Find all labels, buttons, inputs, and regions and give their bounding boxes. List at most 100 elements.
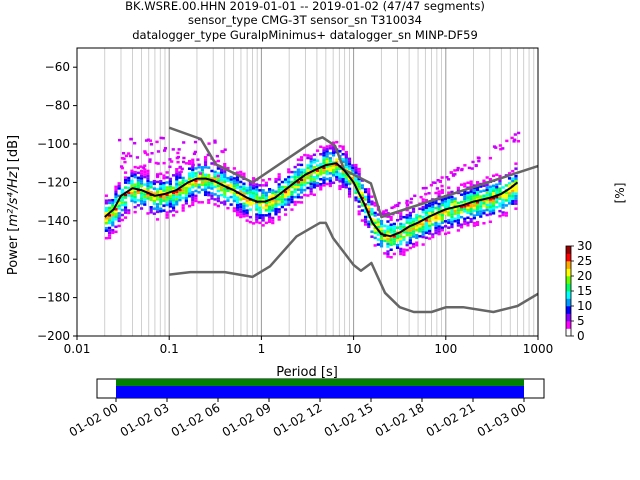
- psd-cell: [280, 193, 284, 196]
- colorbar-tick-label: 5: [577, 314, 585, 328]
- psd-cell: [296, 185, 300, 189]
- psd-cell: [203, 186, 208, 189]
- psd-cell: [427, 219, 432, 223]
- psd-cell: [450, 200, 454, 204]
- psd-cell: [255, 190, 259, 194]
- psd-cell: [293, 200, 297, 204]
- psd-cell: [504, 211, 508, 215]
- psd-cell: [162, 199, 166, 202]
- psd-cell: [488, 200, 492, 204]
- psd-cell: [200, 173, 204, 177]
- psd-cell: [482, 189, 486, 193]
- psd-cell: [296, 188, 300, 191]
- psd-cell: [485, 201, 489, 204]
- psd-cell: [168, 197, 172, 201]
- psd-cell: [514, 189, 518, 193]
- psd-cell: [194, 172, 198, 175]
- psd-cell: [453, 209, 457, 213]
- y-axis-label: Power [m²/s⁴/Hz] [dB]: [6, 135, 21, 275]
- psd-cell: [427, 227, 432, 230]
- psd-cell: [511, 202, 515, 205]
- psd-cell: [219, 188, 224, 192]
- psd-cell: [491, 209, 496, 213]
- psd-cell: [165, 198, 169, 202]
- psd-cell: [296, 200, 300, 204]
- psd-cell: [216, 204, 220, 208]
- psd-cell: [447, 208, 451, 212]
- y-tick-label: −180: [37, 291, 70, 305]
- psd-cell: [354, 178, 358, 182]
- psd-cell: [456, 186, 460, 190]
- psd-cell: [514, 187, 518, 190]
- psd-outlier-cell: [488, 156, 492, 160]
- psd-cell: [411, 217, 416, 221]
- psd-cell: [274, 180, 278, 183]
- psd-cell: [299, 191, 304, 194]
- psd-cell: [271, 219, 275, 222]
- psd-cell: [191, 181, 195, 184]
- psd-outlier-cell: [440, 184, 444, 188]
- psd-cell: [440, 198, 444, 202]
- psd-outlier-cell: [413, 194, 417, 198]
- psd-cell: [501, 206, 505, 209]
- psd-cell: [495, 185, 499, 189]
- psd-cell: [498, 182, 502, 185]
- psd-cell: [104, 206, 108, 210]
- psd-cell: [104, 226, 108, 230]
- psd-cell: [475, 188, 480, 192]
- psd-cell: [178, 176, 182, 179]
- psd-cell: [152, 179, 156, 183]
- psd-cell: [287, 180, 291, 184]
- psd-cell: [427, 212, 432, 215]
- psd-cell: [296, 163, 300, 166]
- psd-outlier-cell: [124, 154, 129, 158]
- psd-cell: [475, 208, 480, 212]
- psd-cell: [155, 210, 160, 214]
- psd-cell: [344, 185, 348, 189]
- psd-cell: [399, 212, 403, 216]
- psd-cell: [472, 196, 476, 200]
- psd-cell: [469, 212, 473, 216]
- psd-cell: [242, 182, 246, 186]
- y-tick-label: −200: [37, 329, 70, 343]
- psd-cell: [223, 180, 227, 183]
- psd-cell: [395, 226, 400, 229]
- psd-cell: [210, 192, 214, 195]
- psd-cell: [258, 184, 262, 187]
- psd-cell: [309, 162, 313, 166]
- psd-cell: [143, 200, 147, 204]
- psd-cell: [360, 201, 364, 205]
- psd-cell: [383, 232, 387, 235]
- psd-cell: [107, 221, 112, 225]
- psd-cell: [223, 172, 227, 176]
- psd-cell: [255, 193, 259, 196]
- psd-outlier-cell: [394, 204, 398, 207]
- psd-cell: [197, 178, 201, 182]
- psd-cell: [136, 186, 140, 190]
- psd-cell: [408, 214, 412, 217]
- psd-cell: [133, 183, 137, 186]
- psd-cell: [309, 165, 313, 168]
- psd-cell: [367, 203, 371, 206]
- psd-cell: [357, 210, 361, 213]
- psd-cell: [395, 246, 400, 249]
- psd-cell: [443, 210, 448, 213]
- psd-cell: [111, 231, 115, 234]
- psd-cell: [181, 181, 185, 185]
- psd-cell: [235, 186, 240, 189]
- noise-curves: [104, 126, 539, 314]
- psd-cell: [271, 191, 275, 195]
- psd-outlier-cell: [438, 180, 442, 183]
- psd-cell: [402, 230, 406, 234]
- psd-cell: [514, 202, 518, 205]
- psd-cell: [152, 207, 156, 210]
- psd-cell: [459, 223, 464, 226]
- psd-cell: [287, 203, 291, 206]
- psd-cell: [271, 201, 275, 205]
- psd-cell: [235, 176, 240, 179]
- psd-cell: [440, 191, 444, 194]
- psd-cell: [280, 198, 284, 201]
- psd-cell: [338, 187, 342, 191]
- psd-cell: [475, 201, 480, 204]
- psd-cell: [287, 195, 291, 199]
